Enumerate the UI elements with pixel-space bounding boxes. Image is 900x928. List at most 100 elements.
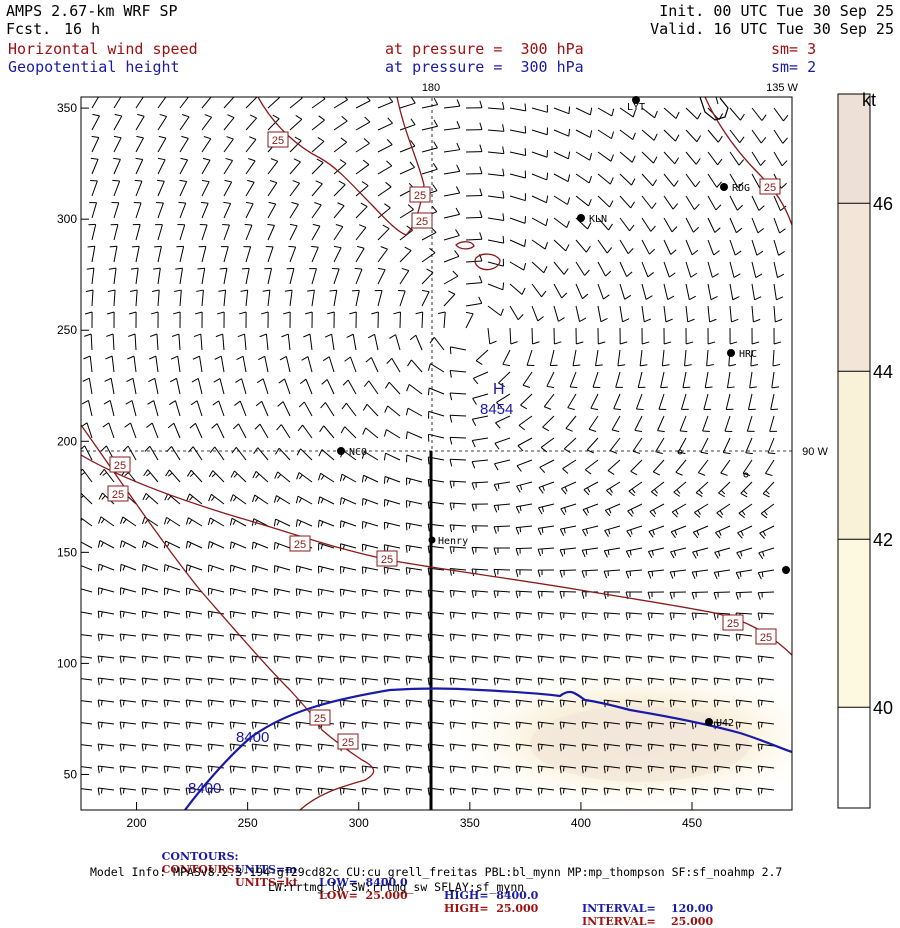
wind-barb-flag	[648, 613, 649, 620]
wind-barb-flag	[453, 722, 454, 727]
x-tick-label-400: 400	[571, 816, 591, 830]
wind-barb-shaft	[367, 404, 378, 416]
wind-barb-flag	[145, 589, 146, 594]
wind-barb-flag	[274, 766, 275, 773]
wind-barb-shaft	[752, 130, 761, 143]
wind-barb-flag	[247, 180, 254, 182]
wind-barb-flag	[738, 533, 743, 538]
wind-barb-flag	[76, 700, 77, 707]
wind-barb-shaft	[76, 766, 92, 768]
wind-barb-flag	[567, 221, 570, 228]
wind-barb-flag	[186, 766, 187, 773]
wind-barb-shaft	[219, 401, 224, 416]
wind-barb-flag	[472, 569, 474, 576]
wind-barb-flag	[299, 521, 301, 526]
wind-barb-flag	[211, 520, 214, 524]
wind-barb-shaft	[114, 268, 116, 284]
wind-barb-shaft	[131, 423, 136, 438]
wind-barb-shaft	[554, 174, 568, 182]
wind-barb-flag	[693, 227, 698, 232]
wind-barb-flag	[699, 490, 702, 494]
wind-barb-flag	[434, 142, 438, 148]
wind-barb-shaft	[631, 460, 642, 471]
wind-barb-shaft	[610, 438, 620, 451]
wind-barb-flag	[601, 318, 608, 321]
wind-barb-flag	[274, 611, 275, 618]
wind-barb-flag	[387, 590, 388, 595]
wind-barb-flag	[716, 205, 721, 210]
wind-barb-flag	[136, 136, 143, 138]
wind-barb-flag	[302, 357, 308, 361]
wind-barb-shaft	[670, 570, 686, 572]
wind-barb-shaft	[208, 588, 224, 592]
wind-barb-flag	[142, 678, 143, 685]
wind-barb-shaft	[92, 181, 97, 196]
wind-barb-shaft	[76, 611, 92, 614]
wind-barb-flag	[362, 766, 363, 773]
wind-barb-shaft	[356, 269, 362, 284]
wind-barb-flag	[715, 533, 720, 539]
wind-barb-flag	[125, 473, 129, 476]
wind-barb-shaft	[648, 570, 664, 572]
wind-barb-flag	[695, 744, 696, 749]
wind-barb-flag	[522, 288, 525, 295]
wind-barb-flag	[211, 744, 212, 749]
wind-barb-shaft	[340, 612, 356, 614]
wind-barb-flag	[673, 678, 674, 683]
wind-barb-shaft	[76, 656, 92, 658]
wind-barb-shaft	[386, 453, 400, 460]
wind-barb-flag	[623, 319, 630, 322]
wind-barb-flag	[450, 722, 451, 729]
wind-barb-flag	[110, 246, 117, 247]
wind-barb-shaft	[356, 143, 369, 152]
wind-barb-flag	[516, 591, 518, 598]
wind-barb-flag	[543, 486, 545, 491]
wind-barb-flag	[503, 102, 504, 109]
wind-barb-shaft	[582, 634, 598, 636]
wind-barb-flag	[208, 611, 209, 618]
wind-barb-shaft	[290, 98, 302, 108]
wind-barb-flag	[541, 656, 542, 661]
wind-barb-shaft	[120, 678, 136, 680]
wind-barb-flag	[741, 493, 747, 496]
wind-barb-flag	[753, 319, 760, 322]
wind-barb-flag	[337, 203, 344, 206]
wind-barb-shaft	[648, 613, 664, 614]
wind-barb-flag	[610, 488, 613, 492]
wind-barb-shaft	[312, 269, 316, 284]
wind-barb-flag	[123, 722, 124, 727]
wind-barb-shaft	[532, 218, 546, 226]
wind-barb-shaft	[392, 358, 400, 372]
wind-barb-flag	[773, 364, 780, 366]
wind-barb-flag	[591, 408, 598, 409]
wind-barb-flag	[211, 700, 212, 705]
wind-barb-shaft	[620, 284, 625, 299]
wind-barb-flag	[234, 401, 240, 405]
wind-barb-flag	[186, 700, 187, 707]
wind-barb-shaft	[472, 591, 488, 592]
wind-barb-flag	[406, 523, 407, 530]
wind-barb-flag	[233, 766, 234, 771]
wind-barb-flag	[712, 274, 718, 278]
wind-barb-flag	[653, 180, 657, 186]
wind-barb-flag	[723, 453, 730, 454]
wind-barb-flag	[113, 158, 120, 159]
wind-barb-flag	[193, 356, 200, 359]
wind-barb-flag	[741, 551, 742, 556]
wind-barb-shaft	[217, 424, 224, 438]
wind-barb-shaft	[265, 356, 268, 372]
wind-barb-shaft	[142, 678, 158, 680]
wind-barb-flag	[416, 312, 423, 314]
wind-barb-shaft	[202, 246, 206, 262]
wind-barb-shaft	[488, 152, 504, 154]
wind-barb-shaft	[136, 203, 141, 218]
wind-barb-flag	[564, 528, 565, 533]
wind-barb-shaft	[598, 306, 601, 322]
wind-barb-flag	[409, 546, 410, 551]
wind-barb-flag	[538, 528, 541, 535]
wind-barb-shaft	[532, 196, 547, 203]
wind-barb-shaft	[98, 744, 114, 746]
wind-barb-shaft	[186, 678, 202, 680]
wind-barb-flag	[763, 552, 765, 557]
wind-barb-flag	[721, 490, 724, 494]
